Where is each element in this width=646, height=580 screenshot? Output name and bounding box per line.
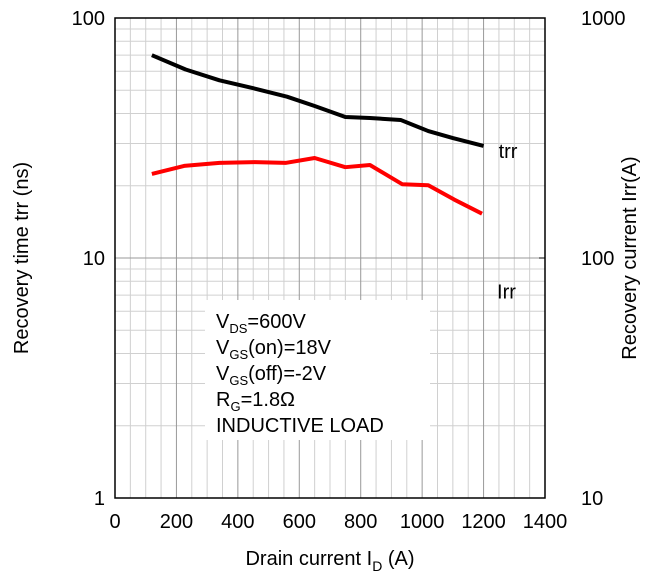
y2-tick-label: 100 [581, 248, 614, 270]
y-tick-label: 10 [83, 248, 105, 270]
annotation-part: INDUCTIVE LOAD [216, 415, 384, 437]
annotation-part: =600V [247, 311, 306, 333]
line-series [151, 156, 483, 216]
annotation-part: (off)=-2V [248, 363, 327, 385]
annotation-line: INDUCTIVE LOAD [216, 415, 384, 437]
annotation-part: V [216, 363, 230, 385]
annotation-line: VGS(off)=-2V [216, 363, 327, 388]
annotation-part: DS [229, 321, 247, 336]
x-tick-label: 0 [109, 511, 120, 533]
x-tick-label: 800 [344, 511, 377, 533]
annotation-line: VGS(on)=18V [216, 337, 332, 362]
y-tick-label: 100 [72, 8, 105, 30]
x-tick-label: 600 [283, 511, 316, 533]
annotation-line: RG=1.8Ω [216, 389, 295, 414]
series-label: trr [499, 141, 518, 163]
annotation-part: GS [229, 347, 248, 362]
x-axis-label: Drain current ID (A) [245, 548, 414, 574]
y-tick-label: 1 [94, 488, 105, 510]
x-tick-label: 1200 [461, 511, 506, 533]
line-series [151, 53, 485, 148]
x-tick-label: 1400 [523, 511, 568, 533]
x-axis-label-part: D [372, 558, 382, 574]
series-label: Irr [497, 282, 516, 304]
annotation-part: =1.8Ω [241, 389, 295, 411]
x-tick-label: 200 [160, 511, 193, 533]
y2-tick-label: 1000 [581, 8, 626, 30]
x-axis-label-part: (A) [382, 548, 414, 570]
y2-tick-label: 10 [581, 488, 603, 510]
y-axis-label: Recovery time trr (ns) [11, 162, 33, 354]
x-axis-label-part: Drain current I [245, 548, 372, 570]
annotation-part: V [216, 337, 230, 359]
annotation-box [205, 300, 430, 440]
marks [151, 53, 485, 216]
annotation-line: VDS=600V [216, 311, 306, 336]
x-tick-label: 1000 [400, 511, 445, 533]
annotation-part: G [230, 399, 240, 414]
annotation-part: (on)=18V [248, 337, 331, 359]
annotation-part: V [216, 311, 230, 333]
y2-axis-label: Recovery current Irr(A) [619, 156, 641, 359]
x-tick-label: 400 [221, 511, 254, 533]
annotation-part: R [216, 389, 230, 411]
annotation-part: GS [229, 373, 248, 388]
plot-frame [114, 17, 546, 499]
